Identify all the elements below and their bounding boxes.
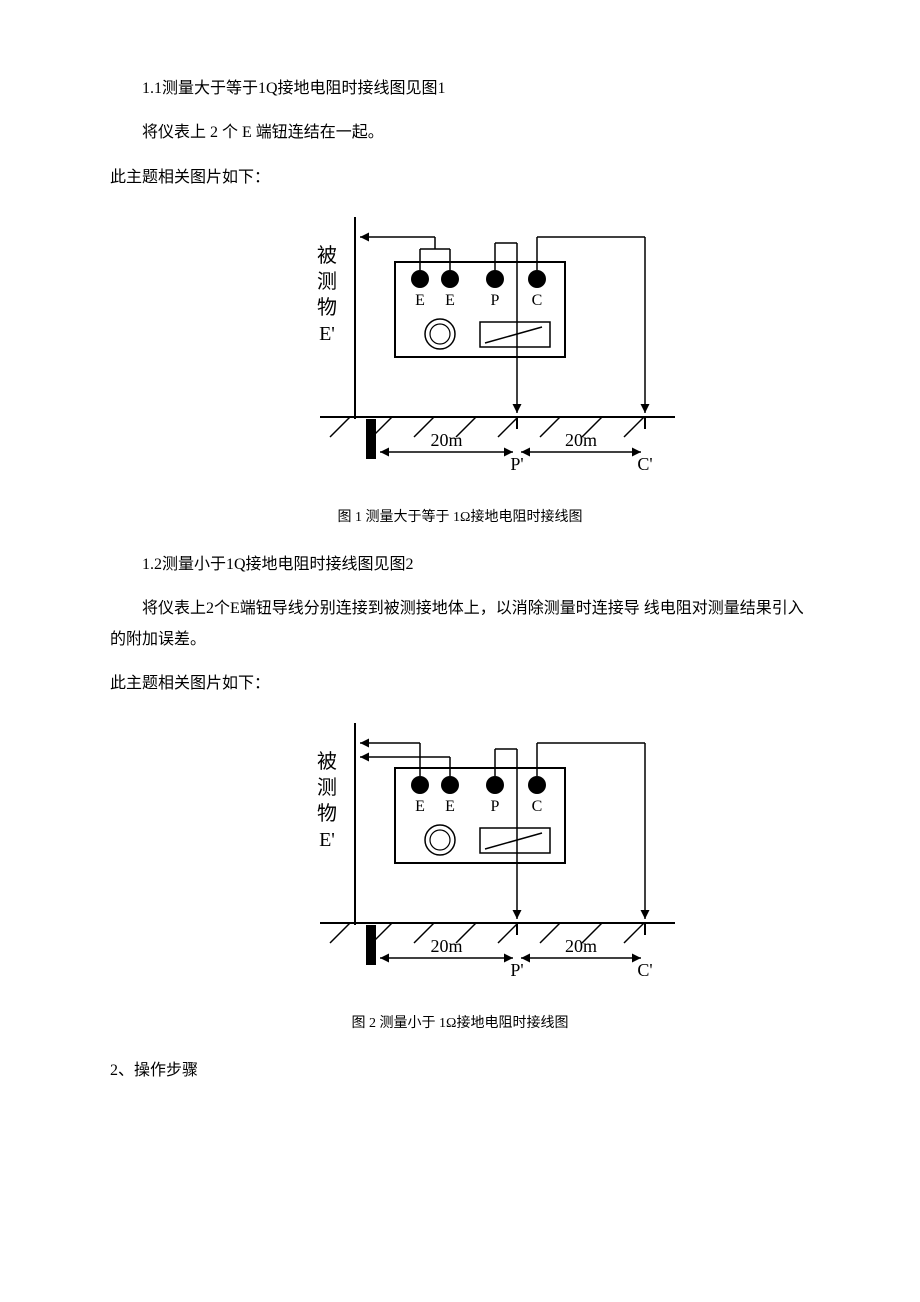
svg-text:20m: 20m <box>565 936 597 956</box>
section-1-2-body: 将仪表上2个E端钮导线分别连接到被测接地体上，以消除测量时连接导 线电阻对测量结… <box>110 594 810 655</box>
figure-1-caption: 图 1 测量大于等于 1Ω接地电阻时接线图 <box>110 505 810 532</box>
svg-text:测: 测 <box>317 776 337 799</box>
section-1-2-images-intro: 此主题相关图片如下： <box>110 669 810 699</box>
svg-text:测: 测 <box>317 270 337 293</box>
section-1-1-images-intro: 此主题相关图片如下： <box>110 163 810 193</box>
svg-text:E: E <box>445 798 455 815</box>
figure-2-caption: 图 2 测量小于 1Ω接地电阻时接线图 <box>110 1011 810 1038</box>
svg-text:E: E <box>445 292 455 309</box>
svg-text:被: 被 <box>317 244 337 267</box>
svg-text:P: P <box>491 292 500 309</box>
svg-text:C: C <box>532 292 543 309</box>
svg-text:P': P' <box>510 454 523 474</box>
svg-text:P': P' <box>510 960 523 980</box>
svg-text:E': E' <box>319 323 335 345</box>
svg-text:E: E <box>415 292 425 309</box>
wiring-diagram-2: 被测物 E' E E P C 20m 20m P' C' <box>245 713 675 1003</box>
section-1-1-heading: 1.1测量大于等于1Q接地电阻时接线图见图1 <box>110 74 810 104</box>
section-1-1-body: 将仪表上 2 个 E 端钮连结在一起。 <box>110 118 810 148</box>
svg-text:C: C <box>532 798 543 815</box>
figure-1: 被测物 E' E E P C 20m 20m P' C' <box>110 207 810 497</box>
svg-text:物: 物 <box>317 296 337 319</box>
svg-text:E': E' <box>319 829 335 851</box>
svg-text:P: P <box>491 798 500 815</box>
section-1-2-heading: 1.2测量小于1Q接地电阻时接线图见图2 <box>110 550 810 580</box>
svg-text:20m: 20m <box>565 430 597 450</box>
figure-2: 被测物 E' E E P C 20m 20m P' C' <box>110 713 810 1003</box>
svg-text:物: 物 <box>317 802 337 825</box>
svg-text:20m: 20m <box>430 936 462 956</box>
section-2-heading: 2、操作步骤 <box>110 1056 810 1086</box>
svg-text:C': C' <box>637 454 652 474</box>
svg-text:被: 被 <box>317 750 337 773</box>
svg-text:C': C' <box>637 960 652 980</box>
wiring-diagram-1: 被测物 E' E E P C 20m 20m P' C' <box>245 207 675 497</box>
svg-text:E: E <box>415 798 425 815</box>
svg-text:20m: 20m <box>430 430 462 450</box>
